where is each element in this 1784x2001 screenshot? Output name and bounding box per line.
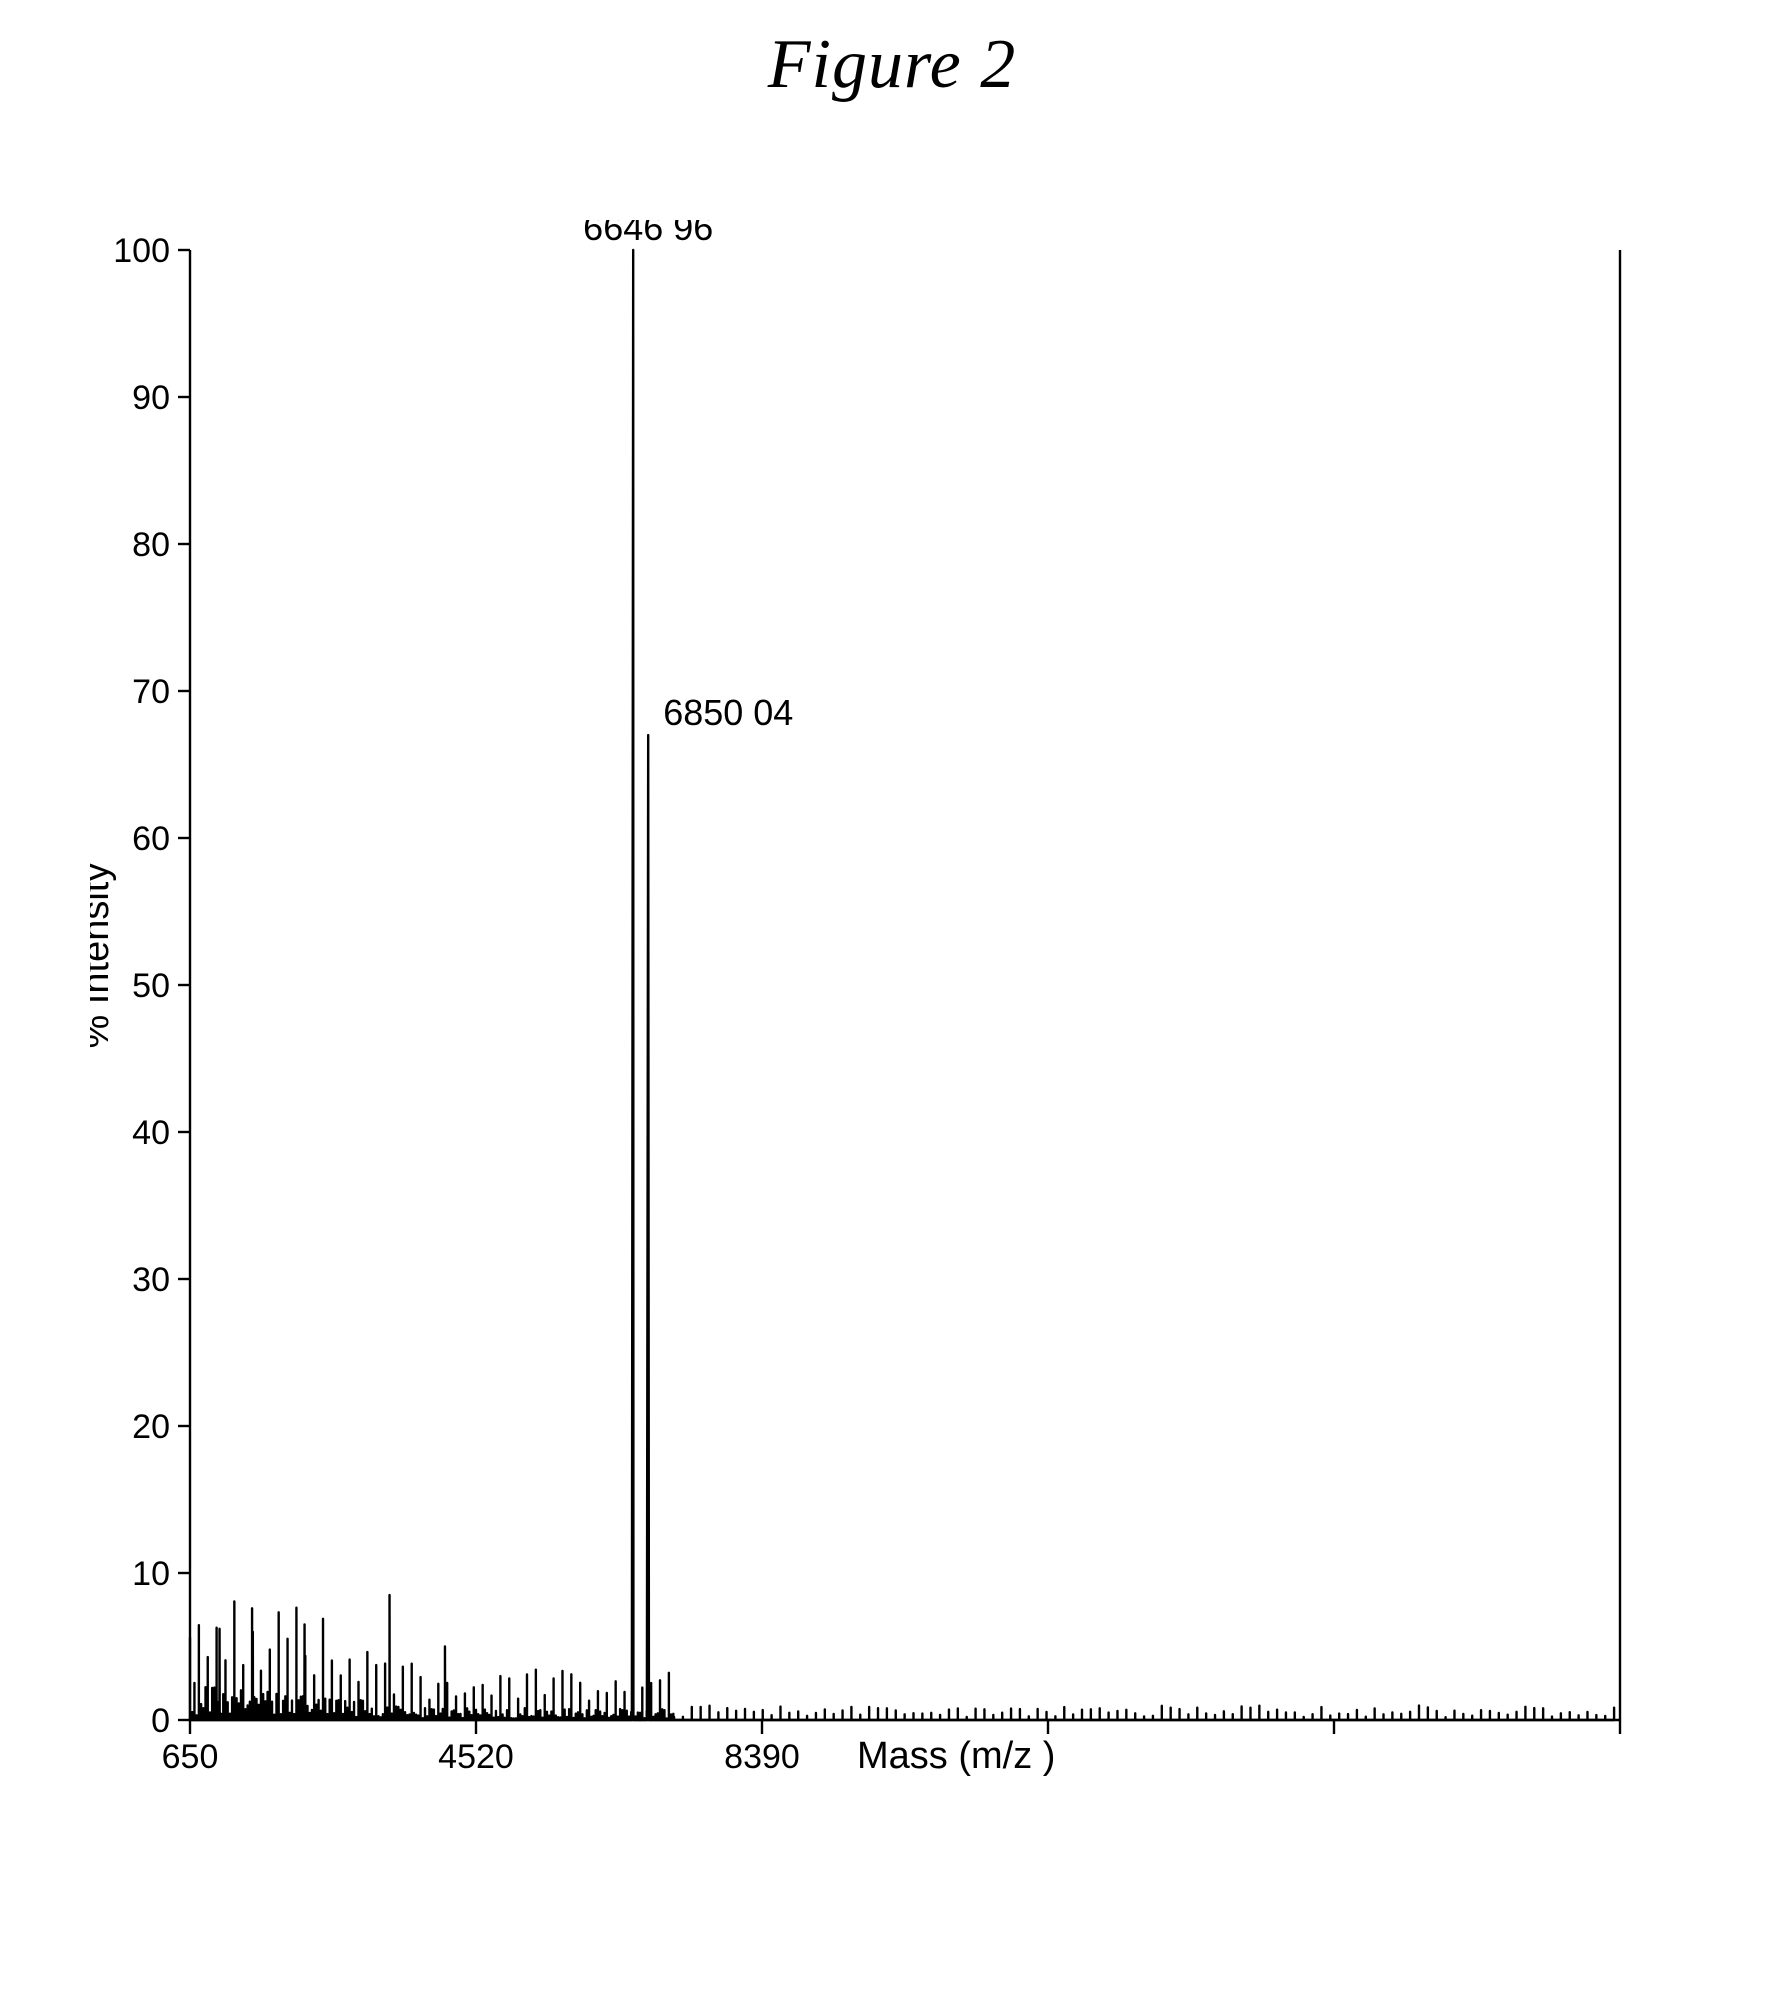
y-tick-label: 90 [132, 379, 170, 417]
y-tick-label: 0 [151, 1702, 170, 1740]
x-tick-label: 650 [162, 1738, 219, 1776]
spectrum-trace [190, 250, 1614, 1720]
x-axis-label: Mass (m/z ) [857, 1735, 1055, 1777]
figure-title: Figure 2 [0, 25, 1784, 105]
y-tick-label: 60 [132, 820, 170, 858]
y-tick-label: 30 [132, 1261, 170, 1299]
y-tick-label: 80 [132, 526, 170, 564]
y-tick-label: 20 [132, 1408, 170, 1446]
y-tick-label: 40 [132, 1114, 170, 1152]
x-tick-label: 4520 [438, 1738, 514, 1776]
y-tick-label: 50 [132, 967, 170, 1005]
peak-label: 6850 04 [663, 692, 793, 733]
mass-spectrum-chart: 0 10 20 30 40 50 60 70 80 90 100 % Intensity 650 4520… [90, 220, 1693, 1840]
chart-svg: 0 10 20 30 40 50 60 70 80 90 100 % Intensity 650 4520… [90, 220, 1693, 1840]
y-tick-label: 70 [132, 673, 170, 711]
y-axis-label: % Intensity [90, 863, 117, 1049]
y-tick-label: 10 [132, 1555, 170, 1593]
y-tick-label: 100 [113, 232, 170, 270]
peak-label: 6646 96 [583, 220, 713, 248]
x-tick-label: 8390 [724, 1738, 800, 1776]
